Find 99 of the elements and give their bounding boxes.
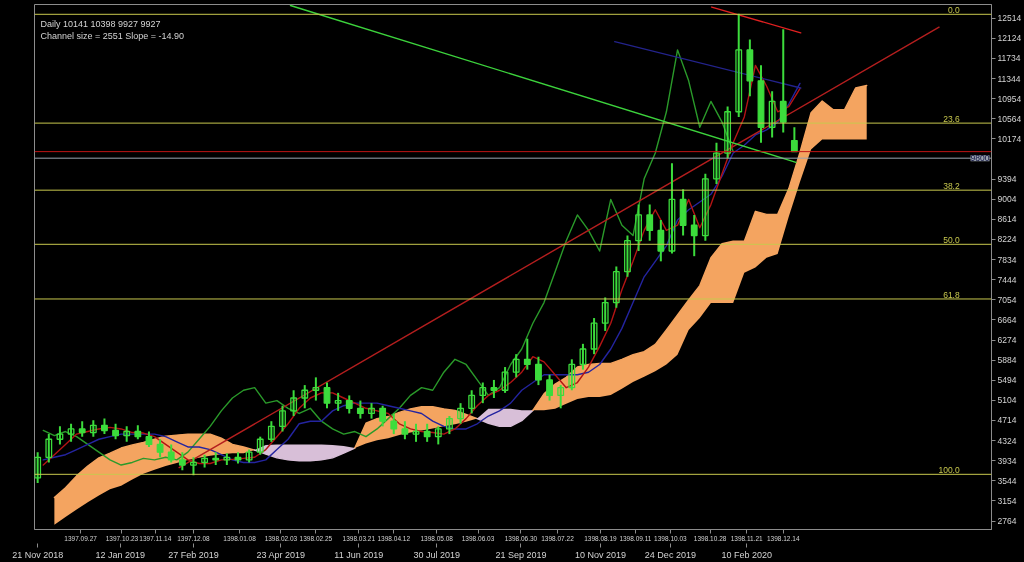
- candlestick: [123, 425, 131, 443]
- candlestick: [635, 203, 643, 253]
- candlestick: [279, 404, 286, 433]
- y-tick-label: 5884: [997, 355, 1017, 366]
- y-tick-label: 10564: [997, 113, 1022, 124]
- candlestick: [668, 162, 676, 255]
- x-tick-label: 11 Jun 2019: [334, 549, 384, 560]
- y-tick-label: 3544: [997, 475, 1017, 486]
- x-tick-label: 24 Dec 2019: [644, 549, 696, 560]
- y-tick-label: 8614: [997, 214, 1017, 225]
- y-tick-label: 9004: [997, 194, 1017, 205]
- y-tick-label: 5494: [997, 375, 1017, 386]
- annotation: 38.2: [943, 181, 960, 192]
- text: Daily 10141 10398 9927 9927: [40, 18, 161, 29]
- candlestick: [690, 213, 698, 258]
- candlestick: [724, 105, 732, 160]
- annotation: 23.6: [943, 114, 960, 125]
- y-tick-label: 7444: [997, 274, 1017, 285]
- y-tick-label: 2764: [997, 516, 1017, 527]
- y-tick-label: 8224: [997, 234, 1017, 245]
- candlestick: [590, 317, 598, 356]
- candlestick: [56, 425, 64, 446]
- candlestick: [67, 422, 75, 443]
- y-tick-label: 6274: [997, 335, 1017, 346]
- candlestick: [345, 394, 353, 415]
- candlestick: [568, 358, 576, 392]
- x-tick-label: 21 Nov 2018: [12, 549, 64, 560]
- candlestick: [178, 451, 186, 472]
- candlestick: [768, 90, 776, 139]
- candlestick: [434, 425, 442, 446]
- candlestick: [624, 234, 631, 278]
- candlestick: [412, 422, 420, 443]
- candlestick: [356, 399, 364, 420]
- candlestick: [657, 219, 665, 263]
- candlestick: [423, 422, 431, 443]
- x-tick-label: 30 Jul 2019: [413, 549, 460, 560]
- candlestick: [301, 384, 309, 410]
- y-tick-label: 6664: [997, 314, 1017, 325]
- y-tick-label: 12514: [997, 13, 1022, 24]
- candlestick: [490, 378, 498, 399]
- candlestick: [45, 433, 53, 464]
- candlestick: [167, 443, 175, 464]
- annotation: 61.8: [943, 289, 960, 300]
- annotation: 0.0: [947, 5, 960, 16]
- candlestick: [468, 389, 476, 415]
- x-tick-label: 23 Apr 2019: [256, 549, 305, 560]
- candlestick: [713, 141, 720, 185]
- candlestick: [557, 384, 565, 410]
- annotation: 50.0: [943, 235, 960, 246]
- y-tick-label: 5104: [997, 395, 1017, 406]
- candlestick: [368, 402, 375, 420]
- y-tick-label: 3154: [997, 495, 1017, 506]
- candlestick: [190, 456, 197, 477]
- candlestick: [501, 366, 509, 394]
- candlestick: [701, 172, 709, 242]
- candlestick: [646, 203, 654, 242]
- candlestick: [457, 402, 464, 425]
- candlestick: [512, 353, 520, 379]
- y-tick-label: 9394: [997, 174, 1017, 185]
- x-tick-label: 12 Jan 2019: [95, 549, 146, 560]
- y-tick-label: 7834: [997, 254, 1017, 265]
- candlestick: [445, 415, 453, 436]
- candlestick: [779, 28, 787, 134]
- y-tick-label: 4714: [997, 415, 1017, 426]
- candlestick: [535, 355, 542, 387]
- x-tick-label: 10 Feb 2020: [721, 549, 772, 560]
- y-tick-label: 12124: [997, 33, 1022, 44]
- candlestick: [612, 265, 620, 309]
- candlestick: [379, 404, 387, 428]
- candlestick: [89, 419, 97, 438]
- y-tick-label: 10174: [997, 133, 1022, 144]
- candlestick: [601, 296, 609, 332]
- candlestick: [256, 435, 264, 456]
- y-tick-label: 7054: [997, 294, 1017, 305]
- y-tick-label: 11734: [997, 53, 1021, 64]
- candlestick: [156, 438, 164, 459]
- candlestick: [790, 126, 798, 153]
- annotation: Channel size = 2551 Slope = -14.90: [40, 30, 185, 41]
- x-tick-label: 10 Nov 2019: [574, 549, 626, 560]
- y-tick-label: 3934: [997, 455, 1017, 466]
- y-tick-label: 4324: [997, 435, 1017, 446]
- candlestick: [735, 12, 743, 118]
- x-tick-label: 27 Feb 2019: [168, 549, 219, 560]
- candlestick: [479, 381, 487, 405]
- candlestick: [323, 381, 331, 410]
- candlestick: [546, 373, 553, 402]
- y-tick-label: 11344: [997, 73, 1021, 84]
- y-tick-label: 10954: [997, 93, 1022, 104]
- x-tick-label: 21 Sep 2019: [495, 549, 547, 560]
- candlestick: [523, 337, 531, 371]
- candlestick: [290, 389, 298, 418]
- candlestick: [334, 391, 342, 412]
- candlestick: [579, 342, 587, 371]
- candlestick: [34, 451, 42, 485]
- ref-line-label: 9800: [970, 153, 990, 164]
- annotation: 100.0: [938, 465, 960, 476]
- candlestick: [401, 420, 409, 441]
- candlestick: [267, 420, 275, 443]
- candlestick: [390, 412, 398, 436]
